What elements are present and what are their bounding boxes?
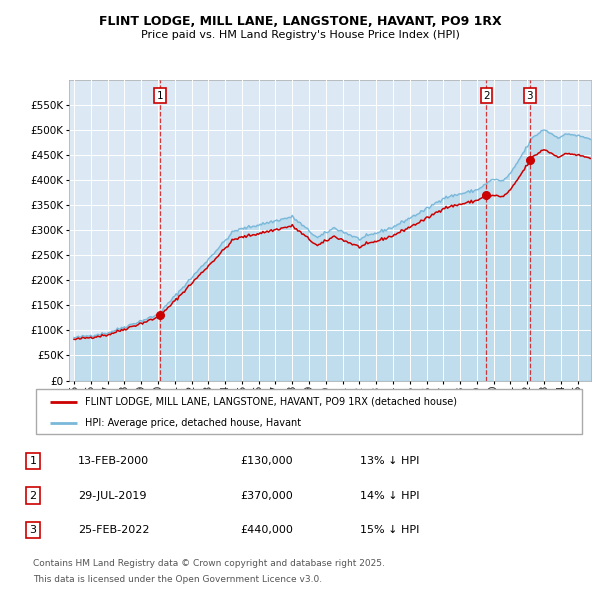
Text: 13-FEB-2000: 13-FEB-2000 — [78, 457, 149, 466]
Text: 15% ↓ HPI: 15% ↓ HPI — [360, 525, 419, 535]
Text: This data is licensed under the Open Government Licence v3.0.: This data is licensed under the Open Gov… — [33, 575, 322, 584]
Text: 25-FEB-2022: 25-FEB-2022 — [78, 525, 149, 535]
Text: 1: 1 — [29, 457, 37, 466]
Text: £370,000: £370,000 — [240, 491, 293, 500]
Text: 2: 2 — [483, 91, 490, 101]
Text: 14% ↓ HPI: 14% ↓ HPI — [360, 491, 419, 500]
Text: 1: 1 — [157, 91, 163, 101]
Text: Price paid vs. HM Land Registry's House Price Index (HPI): Price paid vs. HM Land Registry's House … — [140, 30, 460, 40]
Text: 29-JUL-2019: 29-JUL-2019 — [78, 491, 146, 500]
FancyBboxPatch shape — [36, 389, 582, 434]
Text: FLINT LODGE, MILL LANE, LANGSTONE, HAVANT, PO9 1RX (detached house): FLINT LODGE, MILL LANE, LANGSTONE, HAVAN… — [85, 397, 457, 407]
Text: £130,000: £130,000 — [240, 457, 293, 466]
Text: 2: 2 — [29, 491, 37, 500]
Text: £440,000: £440,000 — [240, 525, 293, 535]
Text: Contains HM Land Registry data © Crown copyright and database right 2025.: Contains HM Land Registry data © Crown c… — [33, 559, 385, 568]
Text: 13% ↓ HPI: 13% ↓ HPI — [360, 457, 419, 466]
Text: FLINT LODGE, MILL LANE, LANGSTONE, HAVANT, PO9 1RX: FLINT LODGE, MILL LANE, LANGSTONE, HAVAN… — [98, 15, 502, 28]
Text: 3: 3 — [29, 525, 37, 535]
Text: 3: 3 — [526, 91, 533, 101]
Text: HPI: Average price, detached house, Havant: HPI: Average price, detached house, Hava… — [85, 418, 301, 428]
